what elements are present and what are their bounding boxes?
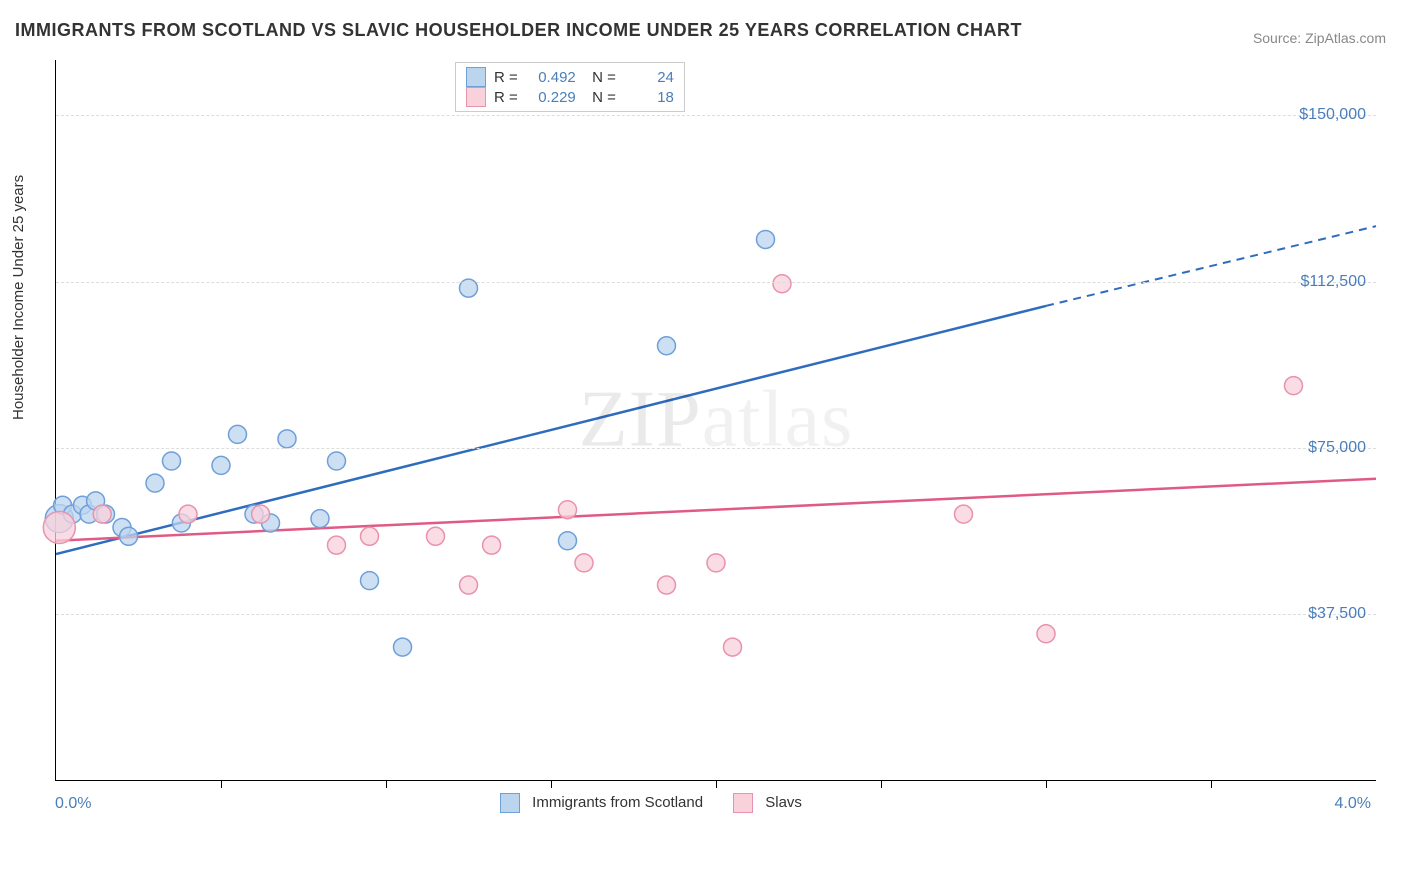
legend-top-row-scotland: R = 0.492 N = 24	[466, 67, 674, 87]
legend-top: R = 0.492 N = 24 R = 0.229 N = 18	[455, 62, 685, 112]
legend-top-row-slavs: R = 0.229 N = 18	[466, 87, 674, 107]
source-label: Source: ZipAtlas.com	[1253, 30, 1386, 46]
gridline	[56, 115, 1376, 116]
legend-item-scotland: Immigrants from Scotland	[500, 793, 703, 813]
y-tick-label: $75,000	[1308, 439, 1366, 457]
x-tick	[881, 780, 882, 788]
x-tick	[1211, 780, 1212, 788]
point-slavs	[483, 536, 501, 554]
legend-top-swatch-scotland	[466, 67, 486, 87]
point-slavs	[955, 505, 973, 523]
point-scotland	[278, 430, 296, 448]
r-label: R =	[494, 69, 518, 86]
chart-title: IMMIGRANTS FROM SCOTLAND VS SLAVIC HOUSE…	[15, 20, 1022, 41]
gridline	[56, 614, 1376, 615]
legend-bottom: Immigrants from Scotland Slavs	[500, 793, 802, 813]
y-tick-label: $112,500	[1300, 273, 1366, 291]
point-slavs	[575, 554, 593, 572]
x-tick	[386, 780, 387, 788]
point-scotland	[658, 337, 676, 355]
point-slavs	[361, 527, 379, 545]
point-scotland	[163, 452, 181, 470]
legend-label-slavs: Slavs	[765, 794, 802, 811]
legend-top-swatch-slavs	[466, 87, 486, 107]
x-axis-min-label: 0.0%	[55, 795, 91, 813]
point-scotland	[212, 456, 230, 474]
legend-label-scotland: Immigrants from Scotland	[532, 794, 703, 811]
scatter-svg	[56, 60, 1376, 780]
legend-swatch-slavs	[733, 793, 753, 813]
x-tick	[221, 780, 222, 788]
point-slavs	[252, 505, 270, 523]
point-slavs	[93, 505, 111, 523]
point-slavs	[724, 638, 742, 656]
gridline	[56, 282, 1376, 283]
point-scotland	[559, 532, 577, 550]
x-axis-max-label: 4.0%	[1335, 795, 1371, 813]
point-slavs	[43, 511, 75, 543]
gridline	[56, 448, 1376, 449]
point-slavs	[179, 505, 197, 523]
legend-swatch-scotland	[500, 793, 520, 813]
point-scotland	[394, 638, 412, 656]
x-tick	[1046, 780, 1047, 788]
point-slavs	[773, 275, 791, 293]
r-label: R =	[494, 89, 518, 106]
point-slavs	[460, 576, 478, 594]
point-scotland	[311, 510, 329, 528]
n-value-scotland: 24	[624, 69, 674, 86]
point-slavs	[328, 536, 346, 554]
point-scotland	[328, 452, 346, 470]
y-axis-title: Householder Income Under 25 years	[10, 175, 27, 420]
point-slavs	[559, 501, 577, 519]
y-tick-label: $37,500	[1308, 605, 1366, 623]
legend-item-slavs: Slavs	[733, 793, 802, 813]
point-scotland	[361, 572, 379, 590]
point-scotland	[229, 425, 247, 443]
plot-area: ZIPatlas $37,500$75,000$112,500$150,000	[55, 60, 1376, 781]
r-value-slavs: 0.229	[526, 89, 576, 106]
point-slavs	[658, 576, 676, 594]
point-slavs	[427, 527, 445, 545]
point-scotland	[120, 527, 138, 545]
x-tick	[716, 780, 717, 788]
point-slavs	[707, 554, 725, 572]
n-label: N =	[584, 69, 616, 86]
point-scotland	[757, 230, 775, 248]
point-slavs	[1285, 377, 1303, 395]
point-slavs	[1037, 625, 1055, 643]
y-tick-label: $150,000	[1299, 106, 1366, 124]
x-tick	[551, 780, 552, 788]
point-scotland	[146, 474, 164, 492]
n-value-slavs: 18	[624, 89, 674, 106]
trendline-dash-scotland	[1046, 226, 1376, 306]
r-value-scotland: 0.492	[526, 69, 576, 86]
n-label: N =	[584, 89, 616, 106]
